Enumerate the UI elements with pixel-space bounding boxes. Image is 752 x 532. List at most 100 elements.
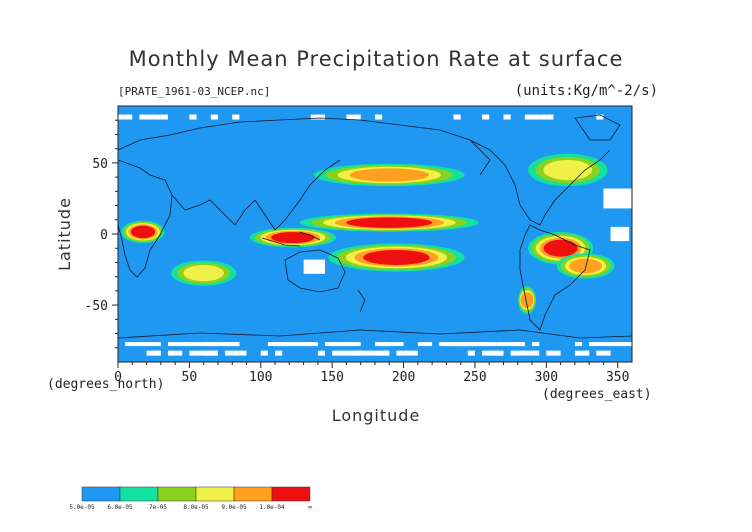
missing-cell — [353, 114, 361, 120]
missing-cell — [596, 350, 611, 356]
missing-cell — [524, 114, 533, 120]
missing-cell — [353, 342, 361, 347]
missing-cell — [210, 342, 218, 347]
missing-cell — [510, 350, 518, 356]
missing-cell — [396, 350, 404, 356]
missing-cell — [553, 350, 561, 356]
colorbar: 5.0e-05 6.0e-05 7e-05 8.0e-05 9.0e-05 1.0e-04… — [69, 486, 312, 511]
missing-cell — [610, 342, 625, 347]
missing-cell — [332, 350, 340, 356]
colorbar-swatch — [233, 486, 273, 502]
precip-band-5 — [346, 217, 433, 228]
missing-cell — [125, 114, 133, 120]
x-axis-label: Longitude — [332, 406, 421, 425]
missing-cell — [339, 342, 354, 347]
missing-cell — [360, 350, 375, 356]
missing-cell — [482, 342, 497, 347]
missing-cell — [403, 350, 418, 356]
missing-cell — [382, 350, 390, 356]
plot-area — [118, 106, 632, 362]
missing-cell — [346, 342, 354, 347]
missing-cell — [189, 350, 197, 356]
colorbar-label: 1.0e-04 — [259, 504, 285, 511]
missing-cell — [153, 114, 161, 120]
colorbar-label: 7e-05 — [149, 504, 167, 511]
missing-cell — [303, 342, 311, 347]
units-label: (units:Kg/m^-2/s) — [515, 83, 658, 99]
colorbar-label: 8.0e-05 — [183, 504, 209, 511]
missing-cell — [239, 350, 247, 356]
missing-cell — [310, 114, 318, 120]
missing-cell — [596, 114, 604, 120]
missing-cell — [503, 114, 511, 120]
y-units: (degrees_north) — [47, 377, 164, 392]
precip-band-5 — [271, 232, 315, 244]
chart-title: Monthly Mean Precipitation Rate at surfa… — [129, 47, 624, 71]
x-tick-label: 50 — [182, 370, 198, 385]
missing-cell — [189, 342, 211, 347]
missing-cell — [225, 342, 240, 347]
y-axis-ticks: 50 0 -50 — [85, 119, 118, 349]
missing-cell — [153, 350, 161, 356]
missing-cell — [353, 350, 361, 356]
missing-cell — [482, 114, 490, 120]
x-tick-label: 350 — [606, 370, 629, 385]
missing-cell — [382, 342, 390, 347]
missing-cell — [346, 114, 354, 120]
file-subtitle: [PRATE_1961-03_NCEP.nc] — [118, 85, 270, 98]
missing-cell — [160, 114, 168, 120]
colorbar-swatch — [195, 486, 235, 502]
precip-band-4 — [520, 292, 534, 309]
precip-band-4 — [349, 168, 429, 182]
precip-band-5 — [130, 225, 156, 239]
colorbar-swatch — [157, 486, 197, 502]
missing-cell — [232, 114, 240, 120]
missing-cell — [496, 350, 504, 356]
missing-cell — [146, 114, 154, 120]
missing-cell — [610, 226, 630, 242]
x-units: (degrees_east) — [542, 387, 652, 402]
y-tick-label: 0 — [100, 228, 108, 243]
missing-cell — [453, 114, 461, 120]
missing-cell — [260, 350, 268, 356]
missing-cell — [275, 350, 283, 356]
missing-cell — [546, 350, 554, 356]
x-tick-label: 150 — [320, 370, 343, 385]
missing-cell — [517, 342, 525, 347]
missing-cell — [282, 342, 290, 347]
precip-band-5 — [543, 239, 578, 257]
colorbar-swatch — [271, 486, 311, 502]
missing-cell — [582, 350, 590, 356]
missing-cell — [167, 342, 190, 347]
x-tick-label: 250 — [463, 370, 486, 385]
missing-data-cells — [118, 114, 632, 356]
missing-cell — [617, 342, 632, 347]
y-tick-label: 50 — [92, 157, 108, 172]
missing-cell — [175, 350, 183, 356]
missing-cell — [317, 350, 326, 356]
coastlines — [118, 114, 632, 339]
missing-cell — [532, 350, 540, 356]
missing-cell — [617, 191, 632, 203]
missing-cell — [496, 342, 518, 347]
missing-cell — [167, 350, 176, 356]
missing-cell — [532, 342, 540, 347]
missing-cell — [210, 114, 218, 120]
missing-cell — [339, 350, 347, 356]
missing-cell — [417, 342, 433, 347]
missing-cell — [139, 342, 161, 347]
missing-cell — [532, 114, 540, 120]
missing-cell — [539, 114, 547, 120]
colorbar-label: ∞ — [308, 504, 312, 511]
missing-cell — [589, 342, 611, 347]
x-tick-label: 200 — [392, 370, 415, 385]
missing-cell — [232, 350, 240, 356]
missing-cell — [210, 350, 218, 356]
missing-cell — [189, 114, 197, 120]
precip-band-5 — [363, 249, 430, 265]
colorbar-swatch — [119, 486, 159, 502]
missing-cell — [125, 342, 140, 347]
missing-cell — [317, 114, 326, 120]
missing-cell — [389, 342, 404, 347]
missing-cell — [375, 114, 383, 120]
